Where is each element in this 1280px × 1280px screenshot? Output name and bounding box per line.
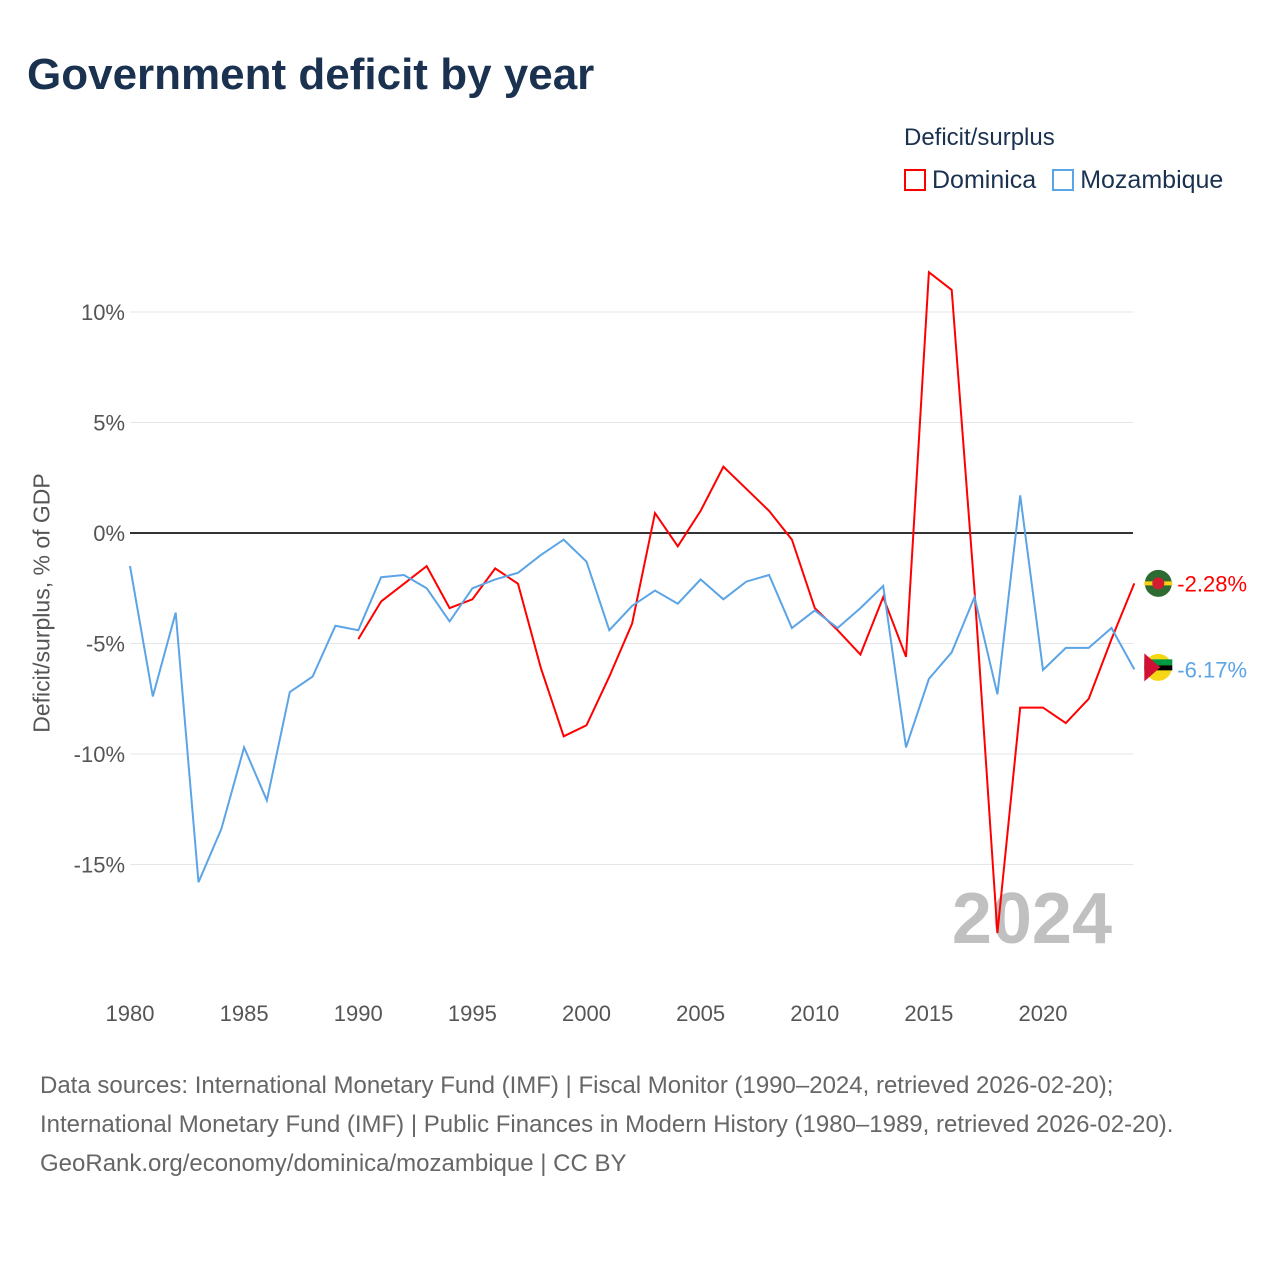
data-sources: Data sources: International Monetary Fun… <box>40 1072 1174 1138</box>
legend-label: Mozambique <box>1080 166 1224 194</box>
y-tick-label: 10% <box>81 300 125 325</box>
legend-item-dominica[interactable]: Dominica <box>904 166 1036 195</box>
y-tick-label: 0% <box>93 521 125 546</box>
flag-triangle <box>1144 653 1161 682</box>
flag-stripe <box>1144 659 1173 666</box>
end-value-label: -2.28% <box>1177 571 1247 596</box>
x-tick-label: 2000 <box>562 1001 611 1026</box>
y-tick-label: 5% <box>93 411 125 436</box>
end-value-label: -6.17% <box>1177 657 1247 682</box>
legend-item-mozambique[interactable]: Mozambique <box>1052 166 1223 195</box>
x-tick-label: 1990 <box>334 1001 383 1026</box>
x-tick-label: 2010 <box>790 1001 839 1026</box>
legend-swatch <box>1052 169 1075 191</box>
y-tick-label: -5% <box>86 632 125 657</box>
flag-disc <box>1152 577 1165 590</box>
y-tick-label: -15% <box>74 853 125 878</box>
chart-title: Government deficit by year <box>27 50 595 99</box>
x-tick-label: 1980 <box>106 1001 155 1026</box>
credit: GeoRank.org/economy/dominica/mozambique … <box>40 1150 627 1177</box>
x-tick-label: 2020 <box>1019 1001 1068 1026</box>
x-tick-label: 2015 <box>904 1001 953 1026</box>
x-tick-label: 1995 <box>448 1001 497 1026</box>
legend: Dominica Mozambique <box>904 166 1223 195</box>
legend-title: Deficit/surplus <box>904 124 1055 151</box>
year-watermark: 2024 <box>952 879 1112 959</box>
series-line-dominica <box>357 270 1136 934</box>
legend-label: Dominica <box>932 166 1037 194</box>
x-tick-label: 2005 <box>676 1001 725 1026</box>
legend-swatch <box>904 169 926 191</box>
series-line-mozambique <box>129 495 1136 883</box>
x-tick-label: 1985 <box>220 1001 269 1026</box>
footer: Data sources: International Monetary Fun… <box>40 1066 1240 1183</box>
y-tick-label: -10% <box>74 742 125 767</box>
